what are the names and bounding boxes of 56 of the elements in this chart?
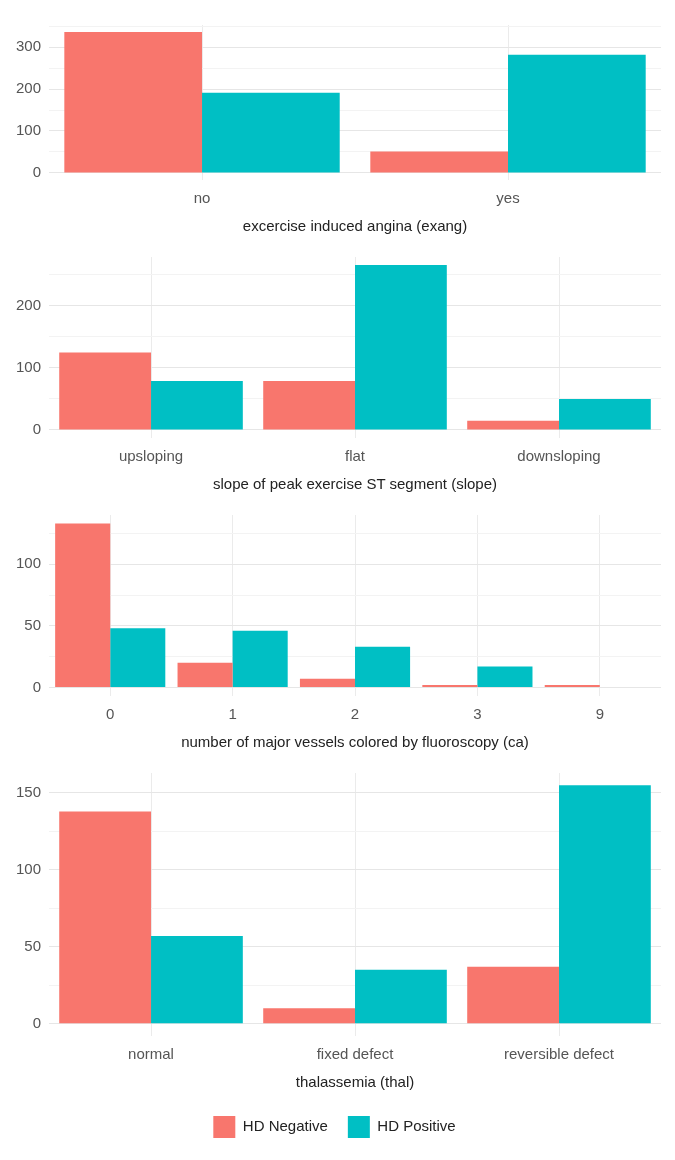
x-axis-title: thalassemia (thal) bbox=[295, 1073, 415, 1091]
bar bbox=[355, 265, 447, 430]
bar bbox=[263, 1008, 356, 1024]
y-tick-label: 0 bbox=[32, 163, 42, 181]
bar bbox=[370, 151, 509, 173]
bar bbox=[477, 666, 533, 687]
y-tick-label: 50 bbox=[24, 615, 42, 633]
x-axis-title: excercise induced angina (exang) bbox=[242, 217, 468, 235]
y-tick-label: 0 bbox=[32, 420, 42, 438]
legend-label: HD Negative bbox=[242, 1117, 328, 1135]
bar bbox=[55, 523, 111, 687]
x-tick-label: 3 bbox=[473, 705, 482, 723]
y-tick-label: 200 bbox=[16, 79, 42, 97]
bar bbox=[232, 630, 288, 687]
x-tick-label: flat bbox=[345, 447, 366, 465]
x-tick-label: 9 bbox=[595, 705, 604, 723]
bar bbox=[263, 380, 356, 430]
x-axis-title: slope of peak exercise ST segment (slope) bbox=[212, 475, 498, 493]
bar bbox=[59, 811, 152, 1024]
x-tick-label: 0 bbox=[106, 705, 115, 723]
bar bbox=[151, 936, 243, 1024]
bar bbox=[177, 662, 233, 687]
x-tick-label: 1 bbox=[228, 705, 237, 723]
bar bbox=[467, 420, 559, 430]
y-tick-label: 150 bbox=[16, 783, 42, 801]
y-tick-label: 100 bbox=[16, 121, 42, 139]
x-tick-label: upsloping bbox=[118, 447, 184, 465]
x-tick-label: no bbox=[193, 189, 211, 207]
bar bbox=[559, 398, 651, 430]
y-tick-label: 100 bbox=[16, 358, 42, 376]
x-tick-label: fixed defect bbox=[316, 1045, 395, 1063]
bar bbox=[559, 785, 651, 1024]
x-tick-label: downsloping bbox=[517, 447, 601, 465]
y-tick-label: 100 bbox=[16, 860, 42, 878]
x-tick-label: normal bbox=[128, 1045, 174, 1063]
bar bbox=[355, 646, 411, 687]
bar bbox=[299, 678, 356, 687]
y-tick-label: 300 bbox=[16, 37, 42, 55]
bar bbox=[355, 969, 447, 1024]
bar bbox=[508, 54, 646, 173]
y-tick-label: 200 bbox=[16, 296, 42, 314]
y-tick-label: 0 bbox=[32, 1013, 42, 1031]
legend-label: HD Positive bbox=[377, 1117, 456, 1135]
x-axis-title: number of major vessels colored by fluoroscopy (ca) bbox=[181, 733, 529, 751]
y-tick-label: 0 bbox=[32, 677, 42, 695]
x-tick-label: 2 bbox=[350, 705, 360, 723]
x-tick-label: reversible defect bbox=[503, 1045, 615, 1063]
bar bbox=[110, 628, 166, 687]
bar bbox=[467, 966, 559, 1024]
bar bbox=[202, 92, 340, 173]
bar bbox=[151, 380, 243, 430]
bar bbox=[64, 32, 203, 173]
x-tick-label: yes bbox=[496, 189, 520, 207]
y-tick-label: 100 bbox=[16, 554, 42, 572]
y-tick-label: 50 bbox=[24, 936, 42, 954]
bar bbox=[59, 352, 152, 430]
